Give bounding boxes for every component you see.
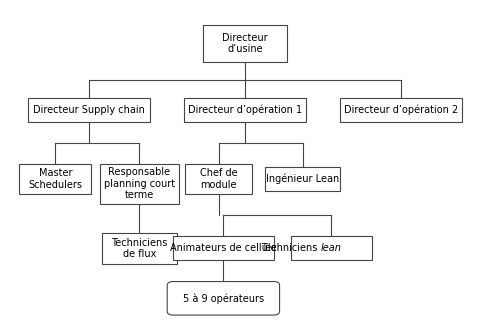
Bar bbox=[19, 164, 91, 194]
Text: Ingénieur Lean: Ingénieur Lean bbox=[266, 174, 339, 184]
Bar bbox=[340, 98, 462, 122]
Bar bbox=[184, 98, 306, 122]
Text: Directeur d’opération 1: Directeur d’opération 1 bbox=[188, 104, 302, 115]
Bar bbox=[203, 25, 287, 62]
Text: Master
Schedulers: Master Schedulers bbox=[28, 168, 82, 190]
Text: Directeur
d’usine: Directeur d’usine bbox=[222, 33, 268, 54]
Bar bbox=[266, 167, 340, 191]
Bar bbox=[102, 233, 176, 264]
Text: Directeur Supply chain: Directeur Supply chain bbox=[33, 105, 145, 115]
Text: Chef de
module: Chef de module bbox=[200, 168, 237, 190]
Text: Techniciens
de flux: Techniciens de flux bbox=[111, 238, 168, 259]
Text: Techniciens: Techniciens bbox=[261, 243, 321, 253]
Bar bbox=[28, 98, 150, 122]
Text: Responsable
planning court
terme: Responsable planning court terme bbox=[104, 167, 175, 200]
Text: Animateurs de cellule: Animateurs de cellule bbox=[170, 243, 277, 253]
Bar bbox=[291, 236, 372, 261]
Bar bbox=[100, 164, 179, 204]
Text: Directeur d’opération 2: Directeur d’opération 2 bbox=[344, 104, 458, 115]
FancyBboxPatch shape bbox=[167, 282, 280, 315]
Text: lean: lean bbox=[321, 243, 342, 253]
Bar bbox=[173, 236, 274, 261]
Bar bbox=[185, 164, 252, 194]
Text: 5 à 9 opérateurs: 5 à 9 opérateurs bbox=[183, 293, 264, 304]
